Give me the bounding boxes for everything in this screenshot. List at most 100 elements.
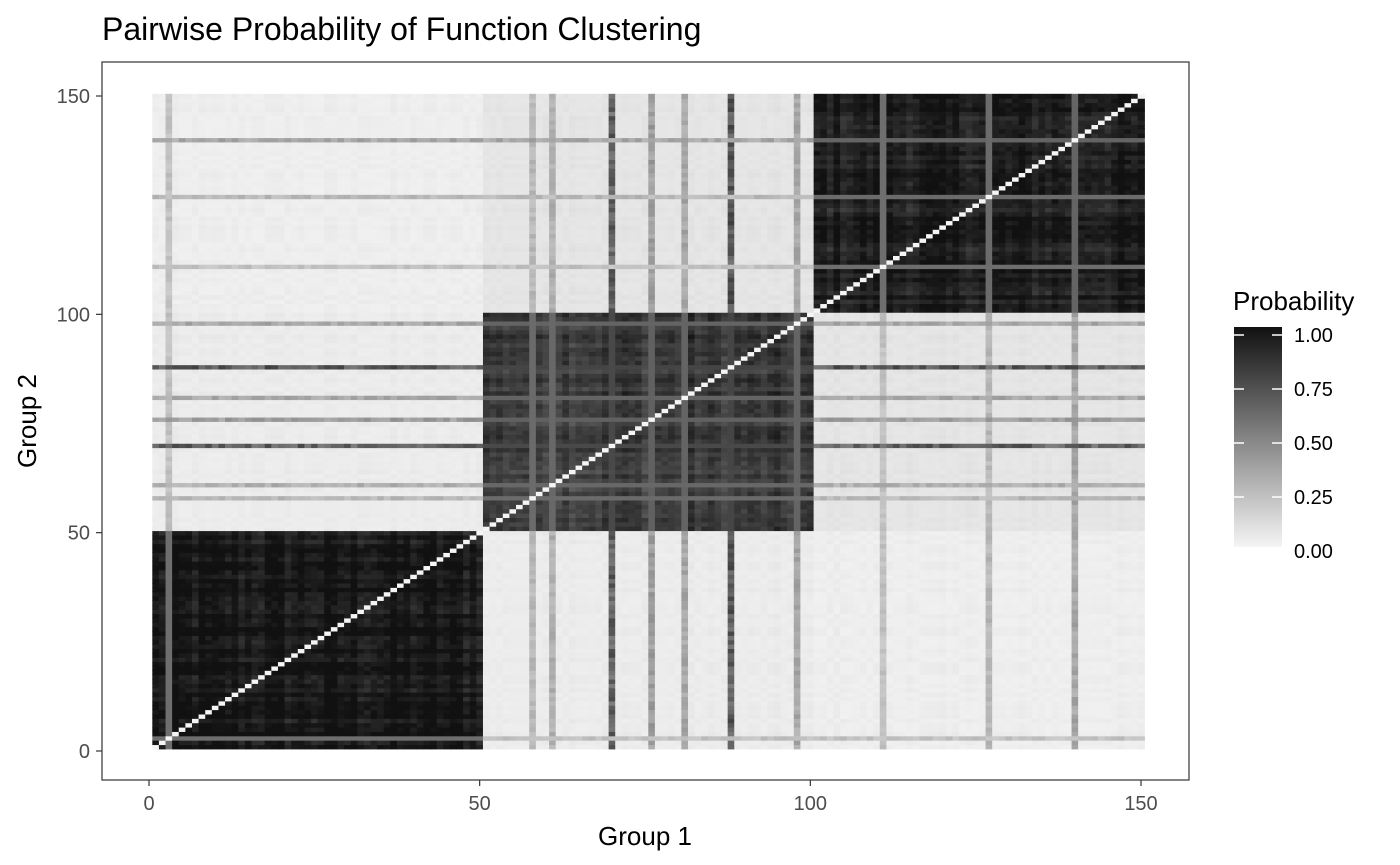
heatmap-cell — [357, 718, 364, 723]
heatmap-cell — [364, 692, 371, 697]
heatmap-cell — [172, 247, 179, 252]
heatmap-cell — [337, 207, 344, 212]
heatmap-cell — [258, 661, 265, 666]
heatmap-cell — [344, 692, 351, 697]
heatmap-cell — [304, 382, 311, 387]
heatmap-cell — [311, 474, 318, 479]
heatmap-cell — [152, 133, 159, 138]
heatmap-cell — [318, 421, 325, 426]
heatmap-cell — [304, 448, 311, 453]
heatmap-cell — [192, 653, 199, 658]
heatmap-cell — [166, 391, 173, 396]
heatmap-cell — [331, 181, 338, 186]
heatmap-cell — [364, 587, 371, 592]
heatmap-cell — [318, 500, 325, 505]
heatmap-cell — [271, 360, 278, 365]
heatmap-cell — [225, 513, 232, 518]
heatmap-cell — [351, 347, 358, 352]
heatmap-cell — [331, 133, 338, 138]
heatmap-cell — [351, 679, 358, 684]
heatmap-cell — [166, 142, 173, 147]
heatmap-cell — [357, 199, 364, 204]
heatmap-cell — [245, 325, 252, 330]
heatmap-cell — [337, 330, 344, 335]
heatmap-cell — [199, 609, 206, 614]
heatmap-cell — [271, 177, 278, 182]
heatmap-cell — [351, 740, 358, 745]
heatmap-cell — [199, 688, 206, 693]
heatmap-cell — [218, 517, 225, 522]
heatmap-cell — [337, 382, 344, 387]
heatmap-cell — [218, 417, 225, 422]
heatmap-cell — [172, 565, 179, 570]
heatmap-cell — [192, 220, 199, 225]
heatmap-cell — [232, 413, 239, 418]
heatmap-cell — [199, 343, 206, 348]
heatmap-cell — [152, 369, 159, 374]
heatmap-cell — [337, 334, 344, 339]
heatmap-cell — [291, 107, 298, 112]
heatmap-cell — [218, 736, 225, 741]
heatmap-cell — [252, 509, 259, 514]
heatmap-cell — [166, 574, 173, 579]
heatmap-cell — [291, 461, 298, 466]
heatmap-cell — [331, 544, 338, 549]
heatmap-cell — [364, 504, 371, 509]
heatmap-cell — [185, 251, 192, 256]
heatmap-cell — [225, 688, 232, 693]
heatmap-cell — [291, 596, 298, 601]
heatmap-cell — [232, 408, 239, 413]
heatmap-cell — [218, 666, 225, 671]
heatmap-cell — [199, 146, 206, 151]
heatmap-cell — [337, 365, 344, 370]
heatmap-cell — [271, 247, 278, 252]
heatmap-cell — [271, 286, 278, 291]
heatmap-cell — [318, 373, 325, 378]
heatmap-cell — [324, 744, 331, 749]
heatmap-cell — [199, 548, 206, 553]
heatmap-cell — [192, 94, 199, 99]
heatmap-cell — [311, 242, 318, 247]
heatmap-cell — [324, 439, 331, 444]
heatmap-cell — [351, 579, 358, 584]
heatmap-cell — [324, 653, 331, 658]
heatmap-cell — [245, 439, 252, 444]
heatmap-cell — [238, 561, 245, 566]
heatmap-cell — [285, 295, 292, 300]
heatmap-cell — [172, 404, 179, 409]
heatmap-cell — [252, 273, 259, 278]
heatmap-cell — [337, 282, 344, 287]
heatmap-cell — [218, 552, 225, 557]
heatmap-cell — [291, 312, 298, 317]
heatmap-cell — [252, 487, 259, 492]
heatmap-cell — [238, 648, 245, 653]
heatmap-cell — [185, 190, 192, 195]
heatmap-cell — [331, 360, 338, 365]
heatmap-cell — [357, 627, 364, 632]
heatmap-cell — [172, 282, 179, 287]
heatmap-cell — [298, 710, 305, 715]
heatmap-cell — [337, 303, 344, 308]
heatmap-cell — [159, 303, 166, 308]
heatmap-cell — [298, 229, 305, 234]
heatmap-cell — [258, 365, 265, 370]
heatmap-cell — [212, 382, 219, 387]
heatmap-cell — [245, 391, 252, 396]
heatmap-cell — [172, 683, 179, 688]
heatmap-cell — [245, 644, 252, 649]
heatmap-cell — [364, 635, 371, 640]
heatmap-cell — [318, 103, 325, 108]
heatmap-cell — [291, 517, 298, 522]
heatmap-cell — [245, 282, 252, 287]
heatmap-cell — [212, 478, 219, 483]
heatmap-cell — [291, 557, 298, 562]
heatmap-cell — [351, 212, 358, 217]
heatmap-cell — [357, 151, 364, 156]
heatmap-cell — [324, 404, 331, 409]
heatmap-cell — [225, 133, 232, 138]
heatmap-cell — [357, 373, 364, 378]
heatmap-cell — [152, 644, 159, 649]
heatmap-cell — [192, 242, 199, 247]
heatmap-cell — [357, 120, 364, 125]
heatmap-cell — [225, 242, 232, 247]
